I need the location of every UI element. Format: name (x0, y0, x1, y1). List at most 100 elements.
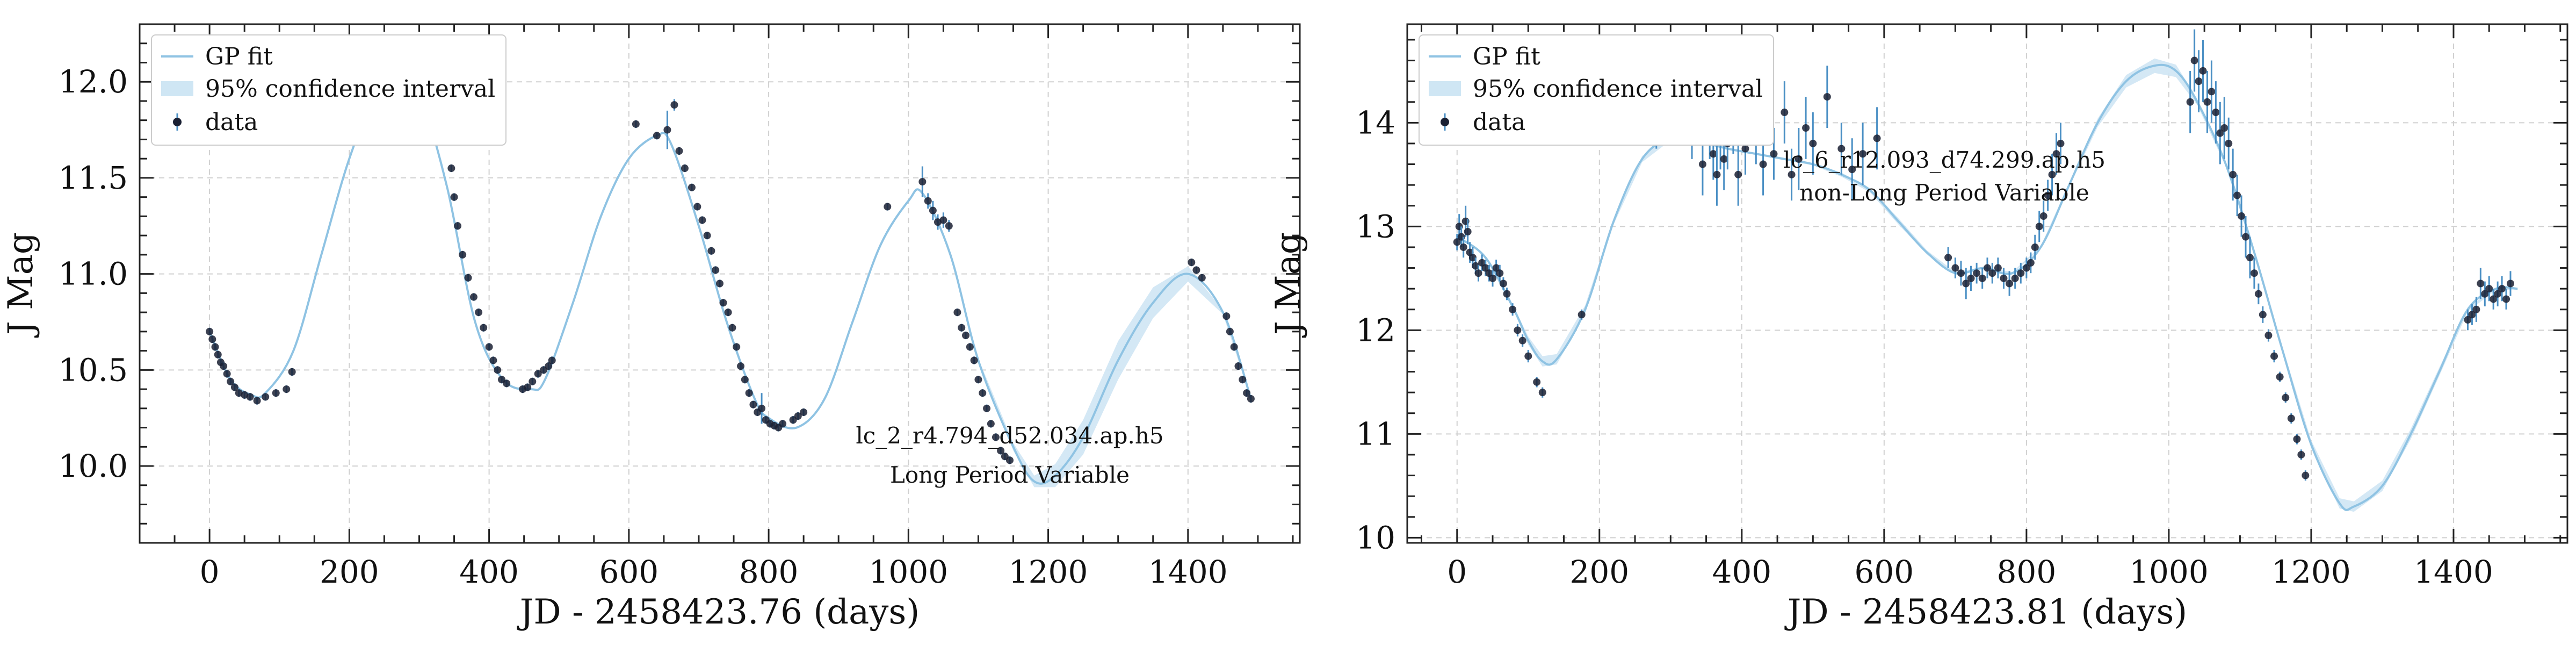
data-point (214, 350, 222, 359)
data-point (1698, 160, 1706, 168)
data-point (1489, 274, 1497, 282)
data-point (1222, 312, 1231, 320)
legend-data-swatch-right (1441, 118, 1449, 126)
data-point (2006, 280, 2014, 288)
data-point (454, 222, 462, 230)
data-point (979, 389, 987, 397)
data-point (2259, 311, 2267, 319)
legend-ci-swatch-right (1429, 81, 1461, 96)
y-tick-label: 11 (1356, 415, 1395, 452)
data-point (529, 377, 537, 385)
data-point (2302, 471, 2310, 479)
data-point (1973, 269, 1981, 277)
data-point (208, 335, 216, 343)
data-point (253, 397, 261, 405)
data-point (681, 164, 689, 173)
legend-gp-label-right: GP fit (1473, 43, 1540, 70)
data-point (503, 379, 511, 388)
data-point (1226, 327, 1234, 335)
data-point (2195, 77, 2203, 85)
data-point (2485, 285, 2493, 293)
data-point (475, 309, 483, 317)
data-point (1496, 269, 1504, 277)
data-point (1802, 124, 1810, 132)
data-point (524, 383, 532, 391)
data-points-left (206, 62, 1255, 464)
data-point (2282, 393, 2290, 402)
data-point (966, 343, 974, 351)
x-tick-label: 1400 (1148, 554, 1228, 590)
data-point (670, 101, 678, 109)
data-point (2017, 269, 2025, 277)
data-point (724, 309, 732, 317)
data-point (2190, 56, 2198, 64)
legend-box-left (151, 34, 506, 146)
data-point (974, 376, 982, 384)
data-point (688, 183, 696, 191)
data-point (2052, 150, 2060, 158)
data-point (2494, 290, 2502, 298)
data-point (2242, 233, 2250, 241)
x-tick-label: 1400 (2414, 554, 2493, 590)
data-point (2203, 98, 2211, 106)
data-point (1962, 280, 1970, 288)
data-point (485, 343, 493, 351)
data-point (2057, 139, 2065, 147)
legend-data-label-right: data (1473, 109, 1525, 136)
data-point (992, 433, 1000, 441)
data-point (1514, 326, 1522, 334)
legend-right: GP fit 95% confidence interval data (1419, 34, 1774, 146)
ticks-right (1407, 24, 2567, 543)
data-point (1734, 170, 1742, 178)
y-axis-label-right: J Mag (1269, 232, 1308, 338)
data-point (962, 332, 970, 339)
data-point (1873, 134, 1881, 142)
data-point (1794, 155, 1803, 163)
x-axis-label-right: JD - 2458423.81 (days) (1784, 592, 2188, 632)
data-point (884, 203, 892, 211)
y-tick-label: 11.5 (59, 160, 128, 196)
data-point (1837, 145, 1846, 153)
data-point (716, 280, 723, 288)
x-tick-label: 400 (459, 554, 519, 590)
data-point (758, 404, 766, 412)
data-point (2048, 170, 2056, 178)
data-point (206, 327, 214, 335)
x-tick-label: 1000 (2129, 554, 2209, 590)
data-point (2506, 280, 2514, 288)
y-tick-label: 10.0 (59, 448, 128, 484)
data-point (2000, 274, 2008, 282)
plot-frame-left (139, 23, 1301, 544)
data-point (1518, 336, 1526, 345)
x-tick-label: 1200 (1009, 554, 1088, 590)
data-point (1538, 389, 1546, 397)
data-point (733, 343, 741, 351)
data-point (223, 370, 231, 378)
data-point (1720, 155, 1728, 163)
data-point (2472, 305, 2480, 313)
data-point (246, 393, 254, 401)
legend-ci-label-left: 95% confidence interval (205, 75, 495, 103)
data-point (1709, 150, 1717, 158)
data-point (2250, 269, 2258, 277)
data-point (1713, 170, 1721, 178)
x-tick-label: 400 (1712, 554, 1771, 590)
y-tick-label: 12.0 (59, 63, 128, 100)
data-point (2264, 332, 2273, 339)
data-point (1192, 266, 1200, 274)
legend-left: GP fit 95% confidence interval data (151, 34, 506, 146)
data-point (494, 366, 502, 374)
data-point (1474, 269, 1482, 277)
data-point (1453, 238, 1461, 246)
data-point (2464, 316, 2472, 324)
data-point (1994, 264, 2002, 272)
annotation-class-right: non-Long Period Variable (1799, 180, 2089, 206)
data-point (693, 203, 701, 211)
y-tick-label: 10.5 (59, 352, 128, 388)
y-tick-label: 14 (1356, 104, 1395, 141)
data-point (2011, 274, 2019, 282)
data-point (1741, 145, 1749, 153)
data-point (2276, 373, 2284, 381)
data-point (737, 362, 745, 370)
